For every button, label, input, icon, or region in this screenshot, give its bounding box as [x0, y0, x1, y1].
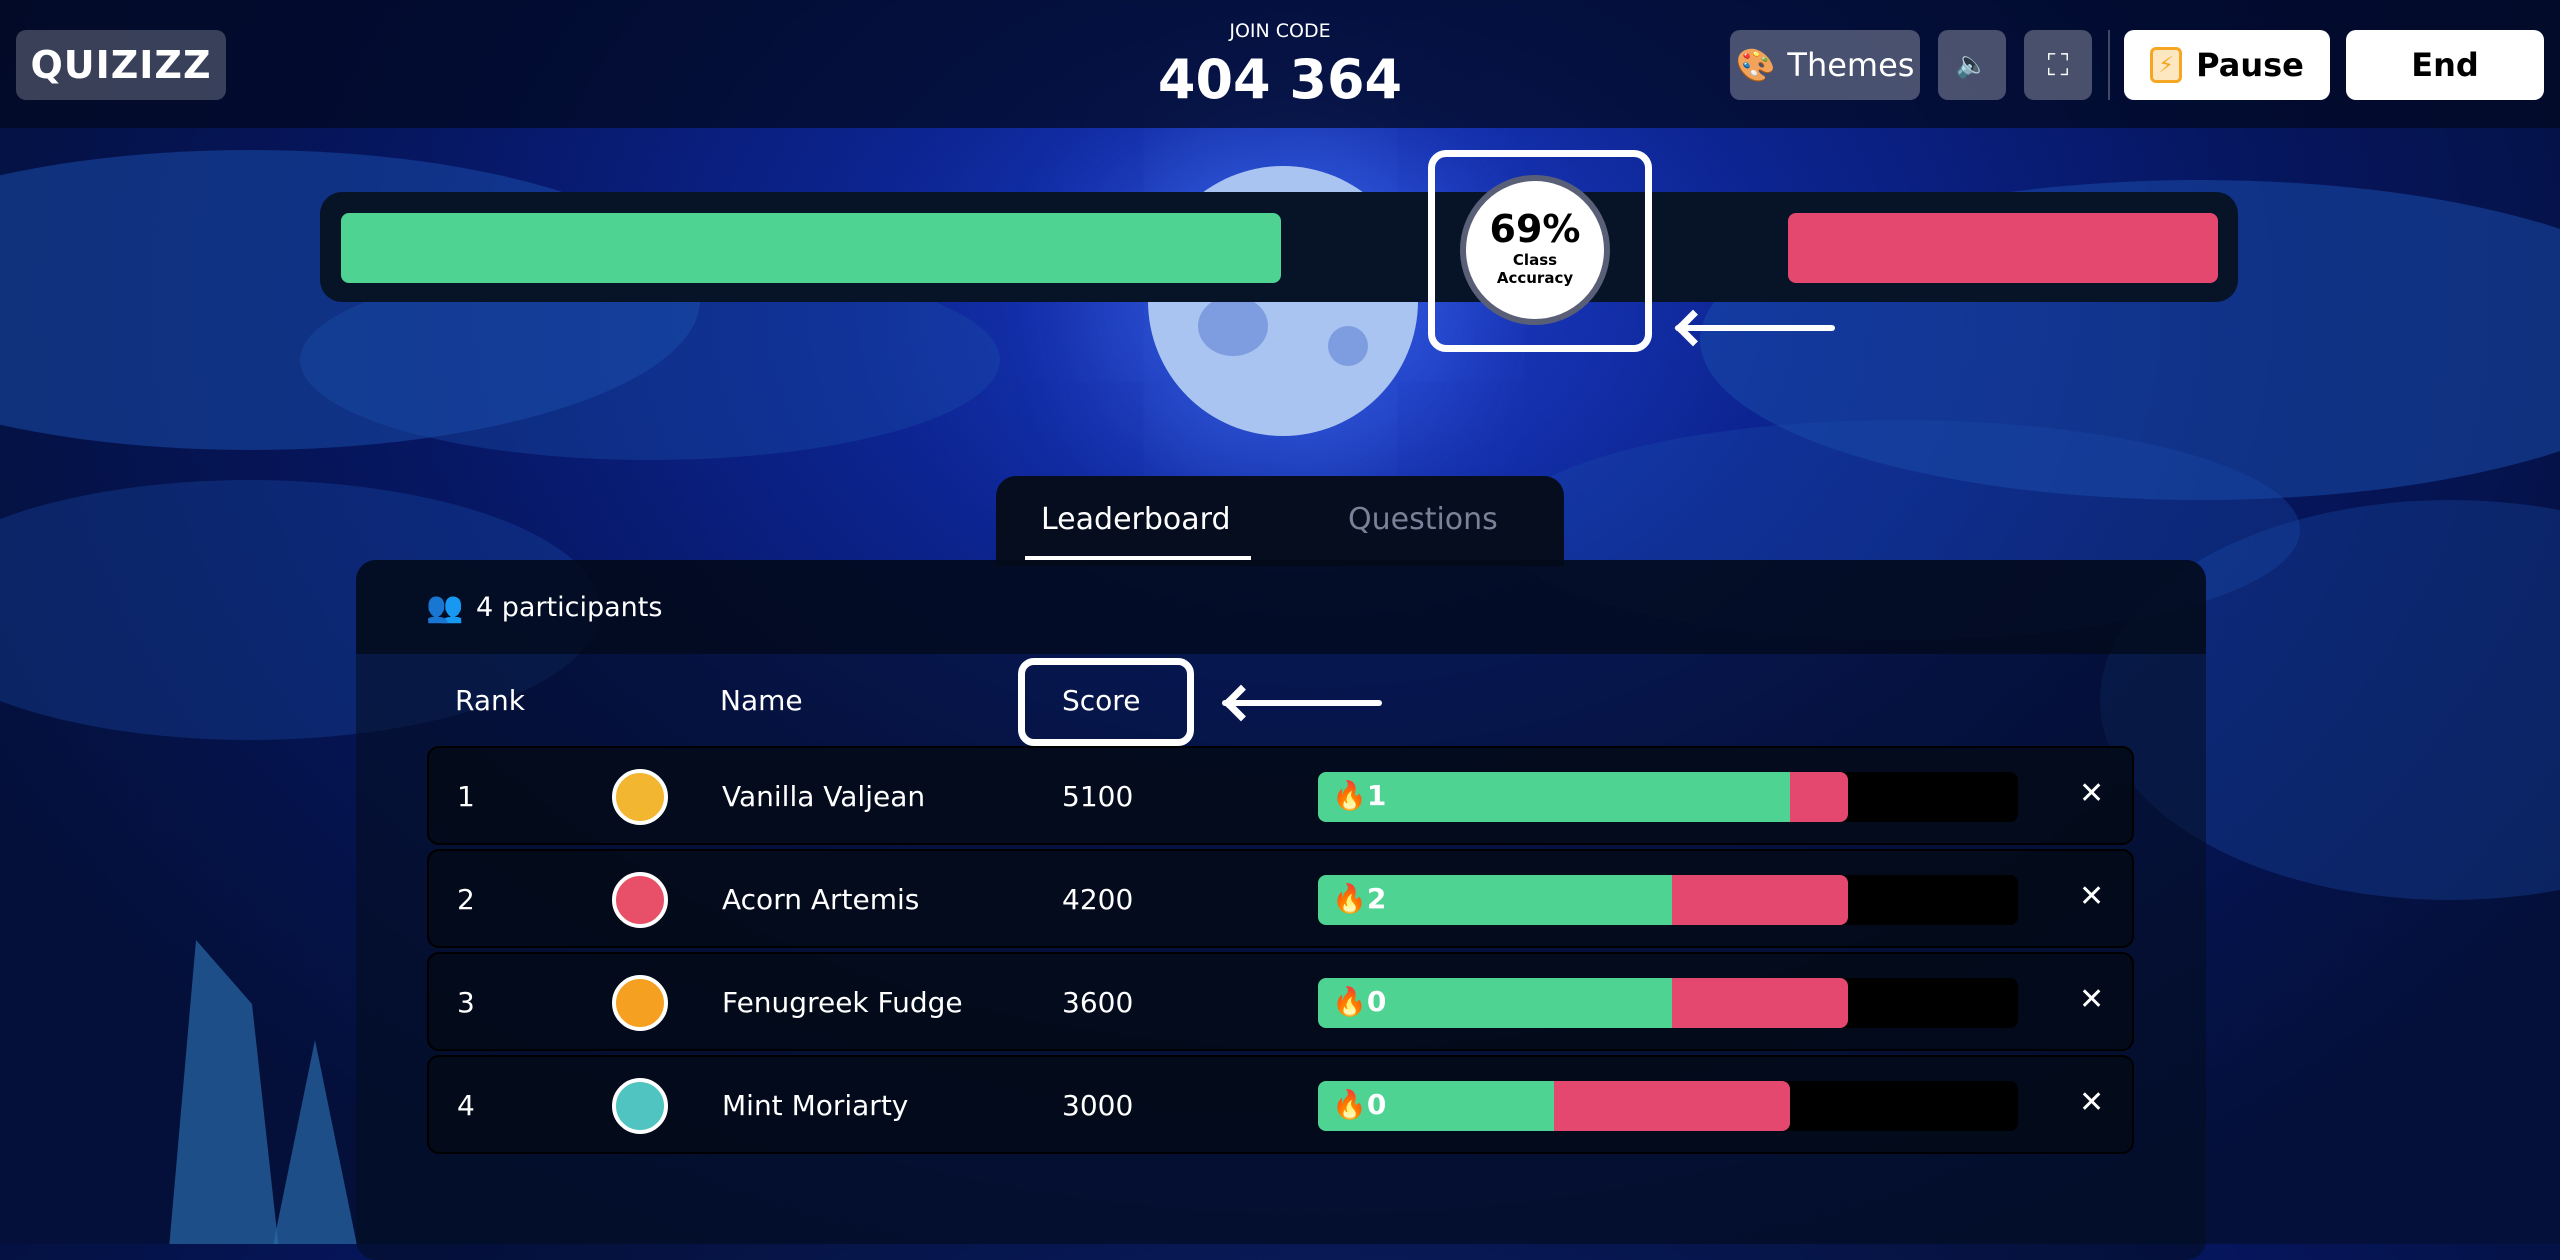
- player-name: Acorn Artemis: [722, 883, 920, 916]
- score: 3600: [1062, 986, 1134, 1019]
- column-name: Name: [720, 684, 803, 717]
- incorrect-segment: [1672, 978, 1848, 1028]
- accuracy-incorrect-bar: [1788, 213, 2218, 283]
- accuracy-highlight-box: [1428, 150, 1652, 352]
- progress-bar: 🔥0: [1318, 1081, 2018, 1131]
- sound-button[interactable]: 🔈: [1938, 30, 2006, 100]
- streak-count: 1: [1366, 779, 1387, 812]
- flame-icon: 🔥: [1332, 1088, 1367, 1121]
- remove-player-button[interactable]: ✕: [2079, 879, 2105, 914]
- flame-icon: 🔥: [1332, 779, 1367, 812]
- streak-count: 0: [1366, 1088, 1387, 1121]
- remove-player-button[interactable]: ✕: [2079, 982, 2105, 1017]
- score: 3000: [1062, 1089, 1134, 1122]
- avatar: [612, 1078, 668, 1134]
- accuracy-label: Accuracy: [1496, 269, 1574, 287]
- score: 5100: [1062, 780, 1134, 813]
- table-row: 4 Mint Moriarty 3000 🔥0 ✕: [427, 1055, 2134, 1154]
- tab-bar: Leaderboard Questions: [996, 476, 1564, 566]
- rank: 4: [457, 1089, 475, 1122]
- table-row: 3 Fenugreek Fudge 3600 🔥0 ✕: [427, 952, 2134, 1051]
- table-row: 1 Vanilla Valjean 5100 🔥1 ✕: [427, 746, 2134, 845]
- active-tab-underline: [1025, 556, 1251, 560]
- class-accuracy-badge: 69% Class Accuracy: [1460, 175, 1610, 325]
- arrow-annotation: [1675, 325, 1835, 331]
- remove-player-button[interactable]: ✕: [2079, 776, 2105, 811]
- join-code: 404 364: [1157, 48, 1403, 111]
- divider: [2108, 30, 2110, 100]
- pause-label: Pause: [2196, 46, 2304, 84]
- avatar: [612, 975, 668, 1031]
- incorrect-segment: [1789, 772, 1848, 822]
- speaker-icon: 🔈: [1955, 50, 1989, 80]
- score: 4200: [1062, 883, 1134, 916]
- avatar: [612, 872, 668, 928]
- progress-bar: 🔥2: [1318, 875, 2018, 925]
- table-row: 2 Acorn Artemis 4200 🔥2 ✕: [427, 849, 2134, 948]
- streak-count: 2: [1366, 882, 1387, 915]
- column-score[interactable]: Score: [1062, 684, 1141, 717]
- fullscreen-icon: ⛶: [2047, 47, 2069, 83]
- palette-icon: 🎨: [1735, 46, 1776, 84]
- progress-bar: 🔥1: [1318, 772, 2018, 822]
- player-name: Mint Moriarty: [722, 1089, 909, 1122]
- end-label: End: [2411, 46, 2479, 84]
- rank: 3: [457, 986, 475, 1019]
- fullscreen-button[interactable]: ⛶: [2024, 30, 2092, 100]
- accuracy-value: 69%: [1489, 207, 1581, 251]
- participants-header: 👥 4 participants: [356, 560, 2206, 654]
- column-rank: Rank: [455, 684, 525, 717]
- tab-questions[interactable]: Questions: [1348, 502, 1498, 537]
- flame-icon: 🔥: [1332, 882, 1367, 915]
- lightning-icon: ⚡: [2150, 47, 2183, 83]
- participants-icon: 👥: [426, 590, 464, 625]
- streak: 🔥0: [1332, 985, 1386, 1018]
- correct-segment: [1318, 978, 1673, 1028]
- streak: 🔥1: [1332, 779, 1386, 812]
- join-code-label: JOIN CODE: [1229, 20, 1331, 42]
- rank: 2: [457, 883, 475, 916]
- rank: 1: [457, 780, 475, 813]
- incorrect-segment: [1672, 875, 1848, 925]
- correct-segment: [1318, 875, 1673, 925]
- accuracy-correct-bar: [341, 213, 1281, 283]
- player-name: Vanilla Valjean: [722, 780, 926, 813]
- remove-player-button[interactable]: ✕: [2079, 1085, 2105, 1120]
- incorrect-segment: [1553, 1081, 1790, 1131]
- score-highlight-box: [1018, 658, 1194, 746]
- player-name: Fenugreek Fudge: [722, 986, 963, 1019]
- streak-count: 0: [1366, 985, 1387, 1018]
- streak: 🔥2: [1332, 882, 1386, 915]
- class-accuracy-bar: [320, 192, 2238, 302]
- themes-label: Themes: [1787, 46, 1915, 84]
- correct-segment: [1318, 772, 1790, 822]
- participants-count: 4 participants: [476, 592, 663, 623]
- quizizz-logo: QUIZIZZ: [16, 30, 226, 100]
- pause-button[interactable]: ⚡ Pause: [2124, 30, 2330, 100]
- arrow-annotation: [1222, 700, 1382, 706]
- end-button[interactable]: End: [2346, 30, 2544, 100]
- progress-bar: 🔥0: [1318, 978, 2018, 1028]
- top-bar: QUIZIZZ JOIN CODE 404 364 🎨 Themes 🔈 ⛶ ⚡ …: [0, 0, 2560, 128]
- themes-button[interactable]: 🎨 Themes: [1730, 30, 1920, 100]
- streak: 🔥0: [1332, 1088, 1386, 1121]
- avatar: [612, 769, 668, 825]
- flame-icon: 🔥: [1332, 985, 1367, 1018]
- accuracy-label: Class: [1512, 251, 1558, 269]
- tab-leaderboard[interactable]: Leaderboard: [1041, 502, 1231, 537]
- correct-segment: [1318, 1081, 1554, 1131]
